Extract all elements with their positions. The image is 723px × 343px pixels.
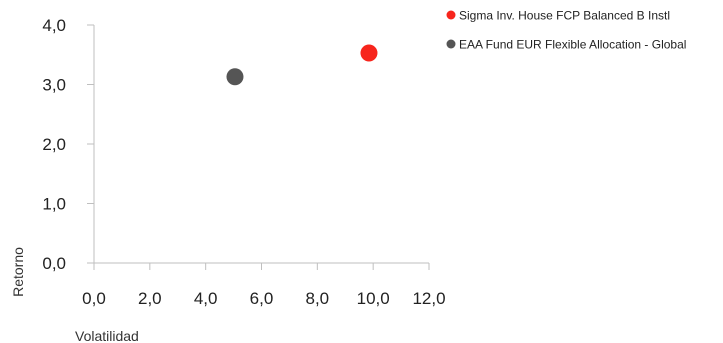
data-point-series-2	[226, 68, 244, 86]
x-tick-label: 12,0	[412, 289, 445, 308]
x-tick-label: 10,0	[357, 289, 390, 308]
y-axis-title: Retorno	[10, 247, 26, 297]
data-point-series-1	[360, 44, 378, 62]
x-tick-label: 2,0	[138, 289, 162, 308]
y-tick-label: 2,0	[42, 135, 66, 154]
legend-label-1: Sigma Inv. House FCP Balanced B Instl	[459, 9, 670, 23]
legend: Sigma Inv. House FCP Balanced B Instl EAA…	[446, 9, 686, 52]
x-axis-title: Volatilidad	[75, 328, 139, 343]
x-tick-label: 6,0	[250, 289, 274, 308]
x-tick-label: 4,0	[194, 289, 218, 308]
legend-label-2: EAA Fund EUR Flexible Allocation - Globa…	[459, 38, 686, 52]
y-tick-label: 1,0	[42, 195, 66, 214]
y-axis: 0,0 1,0 2,0 3,0 4,0	[42, 16, 95, 273]
x-tick-label: 0,0	[82, 289, 106, 308]
legend-marker-1	[446, 10, 456, 20]
data-points	[226, 44, 378, 86]
y-tick-label: 3,0	[42, 76, 66, 95]
y-tick-label: 4,0	[42, 16, 66, 35]
x-axis: 0,0 2,0 4,0 6,0 8,0 10,0 12,0	[82, 262, 446, 308]
legend-marker-2	[446, 39, 456, 49]
x-tick-label: 8,0	[306, 289, 330, 308]
y-tick-label: 0,0	[42, 254, 66, 273]
